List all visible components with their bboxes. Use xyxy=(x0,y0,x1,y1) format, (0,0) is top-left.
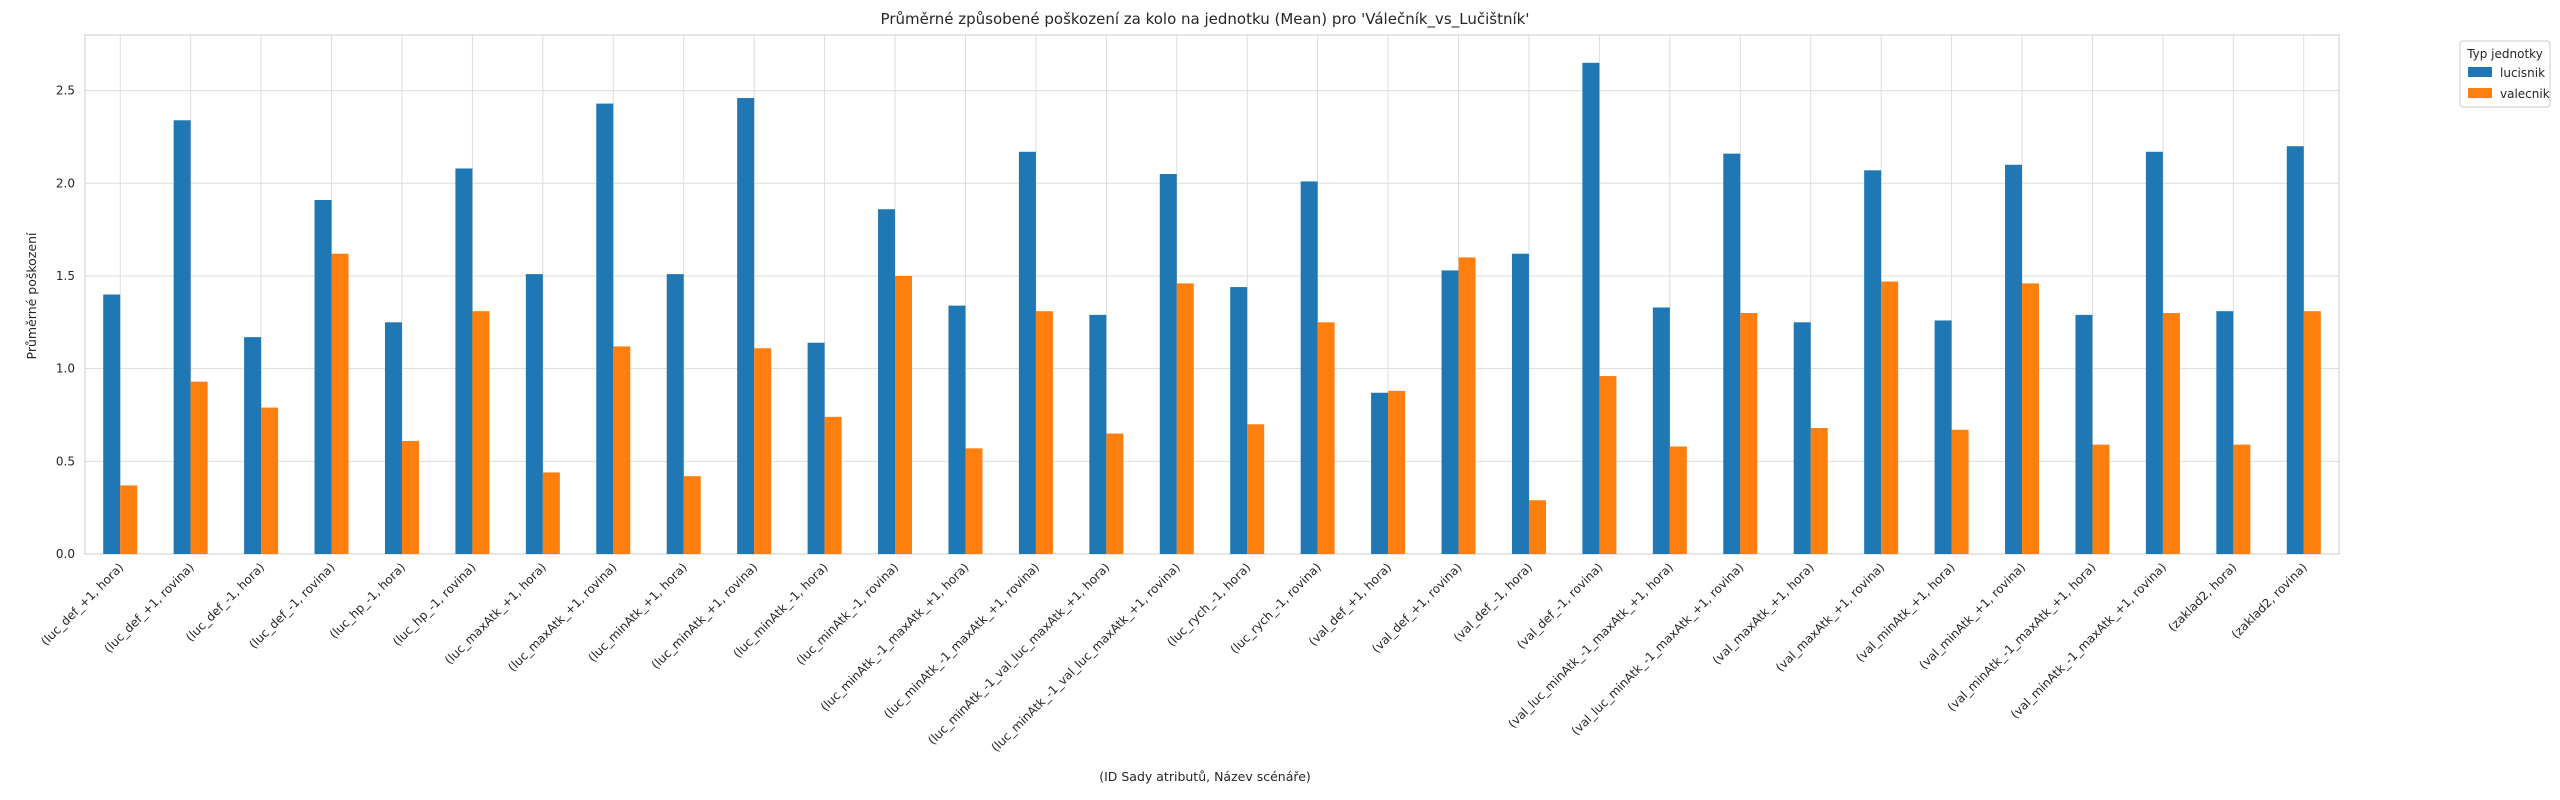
bar-lucisnik xyxy=(173,120,191,554)
bar-valecnik xyxy=(965,448,983,554)
bar-lucisnik xyxy=(1934,320,1952,554)
bar-valecnik xyxy=(1810,427,1828,554)
bar-valecnik xyxy=(824,416,842,554)
legend: Typ jednotky lucisnik valecnik xyxy=(2459,40,2551,108)
bar-valecnik xyxy=(613,346,631,554)
bar-valecnik xyxy=(2233,444,2251,554)
bar-valecnik xyxy=(1035,311,1053,554)
bar-lucisnik xyxy=(878,209,896,554)
x-axis-label: (ID Sady atributů, Název scénáře) xyxy=(1099,769,1311,784)
bar-valecnik xyxy=(683,476,701,554)
bar-valecnik xyxy=(1951,429,1969,554)
y-axis-label: Průměrné poškození xyxy=(24,232,39,359)
bar-lucisnik xyxy=(1723,153,1741,554)
bar-valecnik xyxy=(2022,283,2040,554)
bar-lucisnik xyxy=(2286,146,2304,554)
bar-lucisnik xyxy=(2216,311,2234,554)
bar-lucisnik xyxy=(1864,170,1882,554)
bar-lucisnik xyxy=(1018,151,1036,554)
bar-lucisnik xyxy=(1159,174,1177,554)
y-tick-label: 0.5 xyxy=(56,454,75,468)
bar-lucisnik xyxy=(948,305,966,554)
bar-lucisnik xyxy=(1089,314,1107,554)
bar-valecnik xyxy=(1669,446,1687,554)
bar-lucisnik xyxy=(103,294,121,554)
bar-valecnik xyxy=(261,407,279,554)
bar-valecnik xyxy=(401,440,419,554)
bar-valecnik xyxy=(2303,311,2321,554)
bar-valecnik xyxy=(1106,433,1124,554)
bar-lucisnik xyxy=(1441,270,1459,554)
bar-valecnik xyxy=(120,485,138,554)
bar-lucisnik xyxy=(244,337,262,554)
legend-swatch-lucisnik xyxy=(2468,67,2492,77)
bar-lucisnik xyxy=(596,103,614,554)
bar-valecnik xyxy=(2092,444,2110,554)
bar-lucisnik xyxy=(1300,181,1318,555)
bar-valecnik xyxy=(1528,500,1546,554)
bar-lucisnik xyxy=(1652,307,1670,554)
bar-valecnik xyxy=(895,275,913,554)
legend-title: Typ jednotky xyxy=(2466,47,2543,61)
bar-lucisnik xyxy=(455,168,473,554)
bar-valecnik xyxy=(190,381,208,554)
legend-label-lucisnik: lucisnik xyxy=(2500,66,2545,80)
bar-valecnik xyxy=(1247,424,1265,554)
bar-valecnik xyxy=(2162,313,2180,554)
bar-valecnik xyxy=(1388,390,1406,554)
bar-lucisnik xyxy=(666,274,684,554)
bar-lucisnik xyxy=(1511,253,1529,554)
bar-lucisnik xyxy=(314,199,332,555)
bar-valecnik xyxy=(1458,257,1476,554)
bar-lucisnik xyxy=(807,342,825,554)
bar-valecnik xyxy=(1881,281,1899,554)
bar-lucisnik xyxy=(2145,151,2163,554)
bar-lucisnik xyxy=(525,274,543,554)
bar-valecnik xyxy=(754,348,772,554)
y-tick-label: 1.5 xyxy=(56,269,75,283)
bars xyxy=(103,62,2321,555)
y-tick-label: 0.0 xyxy=(56,547,75,561)
y-axis-ticks: 0.0 0.5 1.0 1.5 2.0 2.5 xyxy=(56,84,75,561)
plot-area xyxy=(84,34,2340,555)
bar-lucisnik xyxy=(2005,164,2023,554)
bar-valecnik xyxy=(1176,283,1194,554)
bar-valecnik xyxy=(542,472,560,554)
bar-lucisnik xyxy=(1793,322,1811,554)
bar-valecnik xyxy=(1740,313,1758,554)
y-tick-label: 2.0 xyxy=(56,176,75,190)
bar-valecnik xyxy=(331,253,349,554)
bar-lucisnik xyxy=(1230,287,1248,554)
bar-lucisnik xyxy=(1371,392,1389,554)
bar-lucisnik xyxy=(737,98,755,555)
bar-valecnik xyxy=(1317,322,1335,554)
legend-swatch-valecnik xyxy=(2468,88,2492,98)
bar-lucisnik xyxy=(2075,314,2093,554)
chart-title: Průměrné způsobené poškození za kolo na … xyxy=(881,10,1530,29)
bar-valecnik xyxy=(472,311,490,554)
y-tick-label: 2.5 xyxy=(56,84,75,98)
bar-lucisnik xyxy=(1582,62,1600,555)
bar-valecnik xyxy=(1599,376,1617,554)
bar-lucisnik xyxy=(384,322,402,554)
legend-label-valecnik: valecnik xyxy=(2500,87,2550,101)
y-tick-label: 1.0 xyxy=(56,362,75,376)
